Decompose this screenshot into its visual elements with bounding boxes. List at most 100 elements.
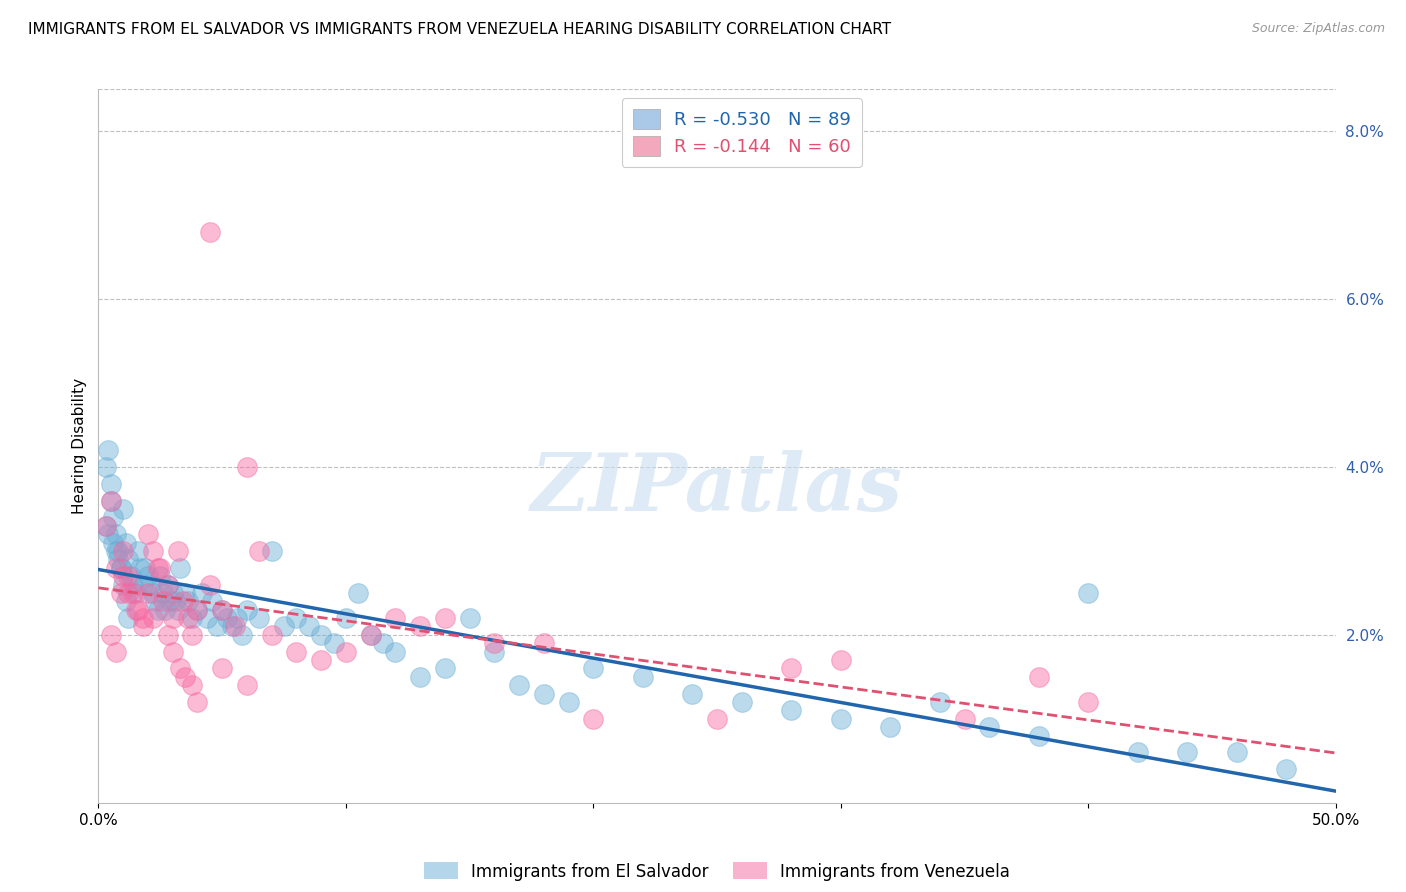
Point (928, 695, 950, 709)
Point (142, 586, 165, 600)
Point (780, 703, 803, 717)
Point (211, 603, 233, 617)
Text: IMMIGRANTS FROM EL SALVADOR VS IMMIGRANTS FROM VENEZUELA HEARING DISABILITY CORR: IMMIGRANTS FROM EL SALVADOR VS IMMIGRANT… (28, 22, 891, 37)
Point (1275, 762, 1298, 776)
Point (176, 594, 198, 608)
Point (236, 460, 259, 475)
Point (409, 670, 432, 684)
Point (236, 678, 259, 692)
Point (176, 611, 198, 625)
Point (169, 560, 191, 574)
Point (309, 628, 332, 642)
Point (631, 670, 654, 684)
Point (146, 560, 169, 574)
Point (127, 544, 149, 558)
Point (1077, 695, 1099, 709)
Point (533, 636, 555, 650)
Point (112, 577, 135, 591)
Point (309, 653, 332, 667)
Point (152, 586, 174, 600)
Point (260, 544, 283, 558)
Point (433, 661, 456, 675)
Point (1028, 729, 1050, 743)
Point (172, 594, 194, 608)
Point (94, 518, 117, 533)
Point (97, 527, 120, 541)
Point (139, 577, 162, 591)
Point (156, 628, 179, 642)
Point (706, 712, 728, 726)
Point (191, 586, 214, 600)
Point (484, 645, 506, 659)
Point (582, 661, 605, 675)
Point (122, 577, 145, 591)
Point (103, 510, 125, 524)
Point (458, 611, 481, 625)
Point (1126, 746, 1149, 760)
Point (979, 720, 1001, 734)
Point (100, 493, 122, 508)
Point (142, 611, 165, 625)
Point (146, 603, 169, 617)
Point (211, 661, 233, 675)
Point (953, 712, 976, 726)
Point (484, 636, 506, 650)
Point (149, 560, 172, 574)
Point (285, 645, 308, 659)
Point (1028, 670, 1050, 684)
Point (582, 712, 605, 726)
Point (136, 586, 159, 600)
Point (298, 619, 321, 633)
Point (384, 645, 406, 659)
Point (122, 586, 145, 600)
Point (97, 443, 120, 458)
Point (112, 569, 135, 583)
Point (221, 619, 243, 633)
Point (409, 619, 432, 633)
Point (156, 577, 179, 591)
Point (247, 544, 270, 558)
Point (186, 603, 208, 617)
Point (110, 560, 132, 574)
Point (104, 544, 127, 558)
Point (224, 619, 246, 633)
Point (136, 569, 159, 583)
Point (132, 577, 155, 591)
Point (117, 569, 139, 583)
Point (124, 586, 146, 600)
Point (360, 628, 382, 642)
Text: ZIPatlas: ZIPatlas (531, 450, 903, 527)
Point (100, 493, 122, 508)
Point (162, 611, 184, 625)
Point (120, 569, 142, 583)
Point (110, 560, 132, 574)
Point (533, 687, 555, 701)
Point (142, 544, 165, 558)
Point (433, 611, 456, 625)
Point (129, 560, 152, 574)
Point (114, 594, 136, 608)
Point (198, 577, 221, 591)
Point (134, 560, 156, 574)
Point (226, 611, 249, 625)
Point (335, 611, 357, 625)
Point (186, 603, 208, 617)
Point (347, 586, 370, 600)
Point (94, 460, 117, 475)
Point (731, 695, 754, 709)
Point (273, 619, 295, 633)
Point (159, 594, 181, 608)
Point (100, 628, 122, 642)
Point (360, 628, 382, 642)
Point (110, 586, 132, 600)
Point (107, 552, 129, 566)
Point (260, 628, 283, 642)
Point (195, 611, 218, 625)
Point (152, 594, 174, 608)
Point (149, 569, 172, 583)
Point (181, 611, 204, 625)
Point (155, 603, 177, 617)
Point (156, 577, 179, 591)
Point (371, 636, 394, 650)
Point (217, 611, 239, 625)
